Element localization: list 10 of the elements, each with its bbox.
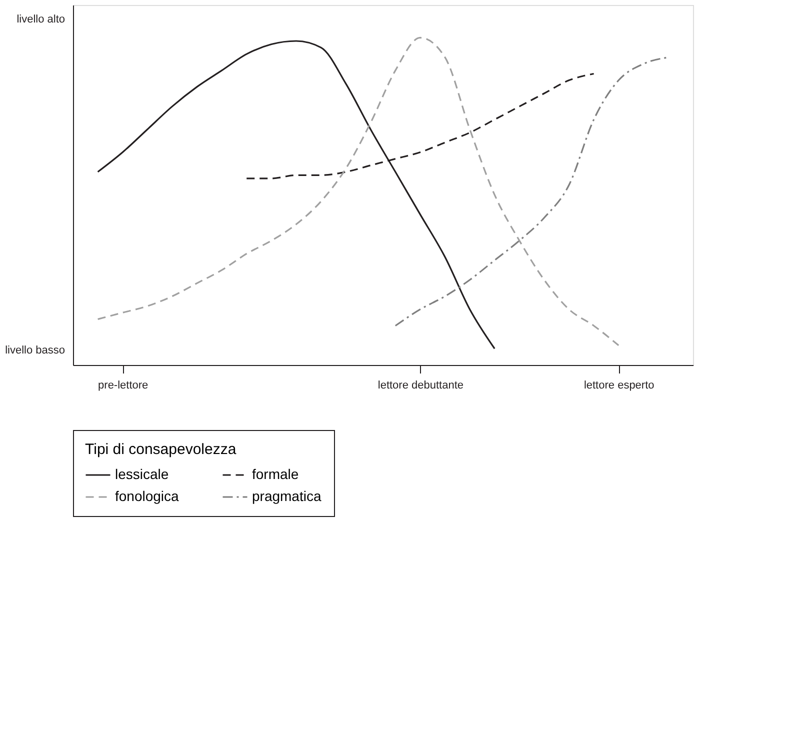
legend-label: formale bbox=[252, 466, 299, 482]
text: livello alto bbox=[16, 13, 65, 26]
x-tick-label: lettore esperto bbox=[584, 380, 654, 392]
x-tick-label: pre-lettore bbox=[98, 380, 148, 392]
x-tick-label: lettore debuttante bbox=[378, 380, 464, 392]
text: livello basso bbox=[5, 344, 65, 357]
legend-label: pragmatica bbox=[252, 488, 322, 504]
legend-title: Tipi di consapevolezza bbox=[85, 441, 237, 458]
legend-label: lessicale bbox=[115, 466, 169, 482]
legend-label: fonologica bbox=[115, 488, 180, 504]
